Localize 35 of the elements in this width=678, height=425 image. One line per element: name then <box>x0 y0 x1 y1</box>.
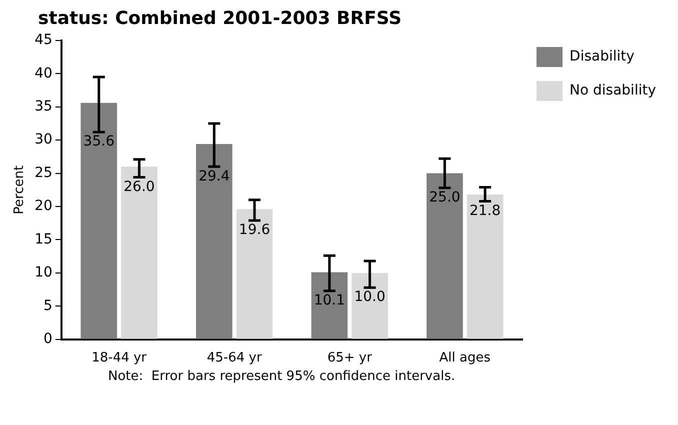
data-label: 29.4 <box>198 168 230 184</box>
x-tick-label: 45-64 yr <box>206 350 262 366</box>
x-tick-label: 18-44 yr <box>92 350 148 366</box>
y-tick-label: 0 <box>43 331 52 348</box>
y-tick-label: 30 <box>34 132 52 148</box>
data-label: 21.8 <box>469 202 501 219</box>
bar <box>466 194 504 339</box>
y-tick-label: 45 <box>34 32 52 48</box>
x-tick-label: All ages <box>439 350 491 366</box>
y-tick-label: 10 <box>34 264 52 281</box>
bar <box>236 209 273 339</box>
y-tick-label: 20 <box>34 198 52 214</box>
bar <box>196 144 232 339</box>
data-label: 10.0 <box>354 289 386 306</box>
data-label: 35.6 <box>83 134 115 150</box>
data-label: 26.0 <box>124 178 155 195</box>
bar <box>311 272 348 339</box>
y-tick-label: 35 <box>34 98 52 114</box>
data-label: 10.1 <box>314 292 346 309</box>
chart-title: status: Combined 2001-2003 BRFSS <box>38 8 403 29</box>
legend-label: Disability <box>570 48 634 65</box>
y-tick-label: 40 <box>34 65 52 82</box>
text: Note: Error bars represent 95% confidence intervals. <box>108 369 456 384</box>
bar <box>352 272 388 339</box>
y-tick-label: 25 <box>34 164 52 181</box>
data-label: 19.6 <box>238 222 270 238</box>
bar <box>426 173 463 339</box>
bar <box>121 166 158 339</box>
x-tick-label: 65+ yr <box>327 350 373 366</box>
data-label: 25.0 <box>429 190 460 206</box>
bar <box>80 102 118 339</box>
y-axis-title: Percent <box>12 165 28 214</box>
legend-label: No disability <box>570 82 656 99</box>
y-tick-label: 5 <box>43 298 52 314</box>
y-tick-label: 15 <box>34 231 52 248</box>
